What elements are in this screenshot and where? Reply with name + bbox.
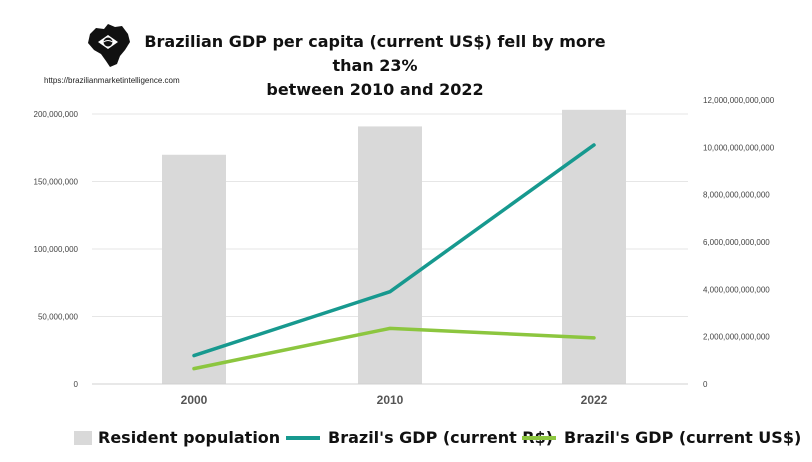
y-left-tick-label-1: 50,000,000 [38,313,79,322]
legend-swatch-gdp-brl [286,435,320,440]
bar-2022 [562,109,626,384]
y-right-tick-label-6: 12,000,000,000,000 [703,96,775,105]
chart-title: Brazilian GDP per capita (current US$) f… [130,30,620,102]
line-gdp-usd [192,326,596,371]
y-right-tick-label-4: 8,000,000,000,000 [703,191,770,200]
x-tick-label-2022: 2022 [581,393,608,407]
y-left-tick-label-3: 150,000,000 [34,178,79,187]
y-left-tick-label-4: 200,000,000 [34,110,79,119]
brazil-map-logo-icon [88,24,130,67]
y-right-tick-label-2: 4,000,000,000,000 [703,285,770,294]
legend-item-gdp-usd: Brazil's GDP (current US$) [522,428,801,447]
bar-2000 [162,154,226,384]
chart-plot: 0 50,000,000 100,000,000 150,000,000 200,000… [34,96,775,407]
legend-label-gdp-usd: Brazil's GDP (current US$) [564,428,802,447]
y-right-tick-label-3: 6,000,000,000,000 [703,238,770,247]
chart-title-line-1: Brazilian GDP per capita (current US$) f… [144,32,606,75]
legend-label-resident-population: Resident population [98,428,281,447]
bar-2010 [358,126,422,385]
chart-title-line-2: between 2010 and 2022 [266,80,484,99]
legend-label-gdp-brl: Brazil's GDP (current R$) [328,428,554,447]
y-left-tick-label-2: 100,000,000 [34,245,79,254]
x-tick-label-2010: 2010 [377,393,404,407]
source-url: https://brazilianmarketintelligence.com [44,76,180,85]
legend-swatch-resident-population [74,430,92,445]
y-left-tick-label-0: 0 [74,380,79,389]
legend-item-gdp-brl: Brazil's GDP (current R$) [286,428,553,447]
legend-swatch-gdp-usd [522,435,556,440]
y-right-tick-label-1: 2,000,000,000,000 [703,333,770,342]
legend: Resident population Brazil's GDP (curren… [0,428,812,456]
line-gdp-brl [192,143,596,358]
x-tick-label-2000: 2000 [181,393,208,407]
y-right-tick-label-0: 0 [703,380,708,389]
y-right-tick-label-5: 10,000,000,000,000 [703,143,775,152]
legend-item-resident-population: Resident population [74,428,280,447]
